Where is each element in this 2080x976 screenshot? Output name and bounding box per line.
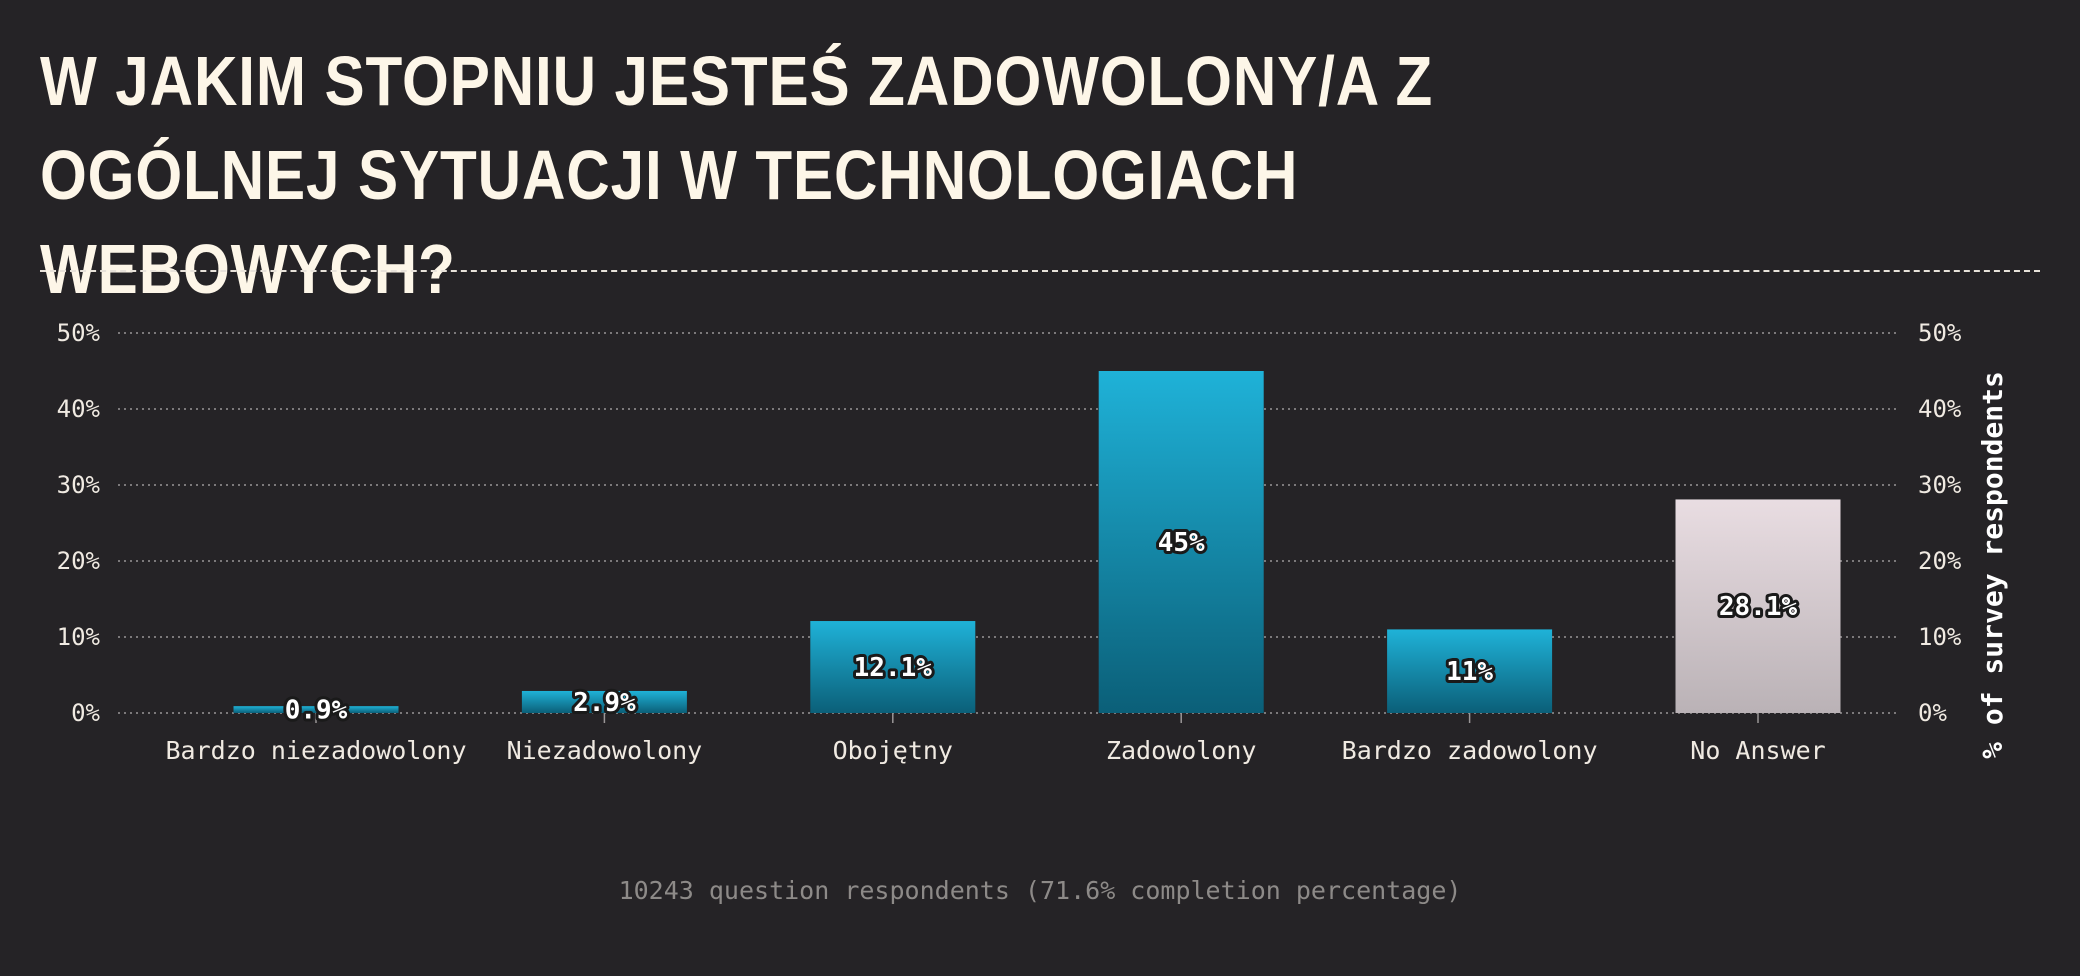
y-tick-label-left: 50% <box>57 319 101 347</box>
bar <box>1675 499 1841 713</box>
category-label: Niezadowolony <box>507 736 703 765</box>
y-tick-label-right: 40% <box>1918 395 1962 423</box>
y-tick-label-left: 20% <box>57 547 101 575</box>
bar <box>810 621 976 713</box>
y-tick-label-right: 50% <box>1918 319 1962 347</box>
y-axis-title: % of survey respondents <box>1976 371 2009 759</box>
category-label: Bardzo niezadowolony <box>165 736 466 765</box>
chart-title: W jakim stopniu jesteś zadowolony/a z og… <box>40 42 1434 308</box>
title-divider <box>40 270 2040 272</box>
bar <box>1387 629 1553 713</box>
y-tick-label-left: 0% <box>71 699 100 727</box>
category-label: No Answer <box>1690 736 1825 765</box>
y-tick-label-left: 10% <box>57 623 101 651</box>
value-label: 11% <box>1446 657 1493 687</box>
bar <box>521 690 687 713</box>
y-tick-label-right: 30% <box>1918 471 1962 499</box>
respondents-footer: 10243 question respondents (71.6% comple… <box>618 876 1462 905</box>
y-tick-label-right: 0% <box>1918 699 1947 727</box>
value-label: 0.9% <box>285 696 348 726</box>
y-tick-label-left: 40% <box>57 395 101 423</box>
category-label: Obojętny <box>833 736 953 765</box>
y-tick-label-left: 30% <box>57 471 101 499</box>
value-label: 2.9% <box>573 688 636 718</box>
category-label: Zadowolony <box>1106 736 1257 765</box>
category-label: Bardzo zadowolony <box>1342 736 1598 765</box>
y-tick-label-right: 20% <box>1918 547 1962 575</box>
bar <box>1098 371 1264 713</box>
bar <box>233 706 399 713</box>
y-tick-label-right: 10% <box>1918 623 1962 651</box>
value-label: 45% <box>1158 528 1205 558</box>
value-label: 12.1% <box>854 653 933 683</box>
value-label: 28.1% <box>1719 592 1798 622</box>
